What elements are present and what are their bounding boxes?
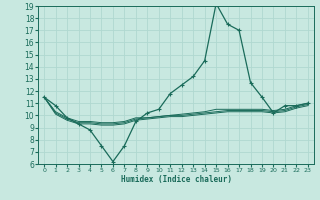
- X-axis label: Humidex (Indice chaleur): Humidex (Indice chaleur): [121, 175, 231, 184]
